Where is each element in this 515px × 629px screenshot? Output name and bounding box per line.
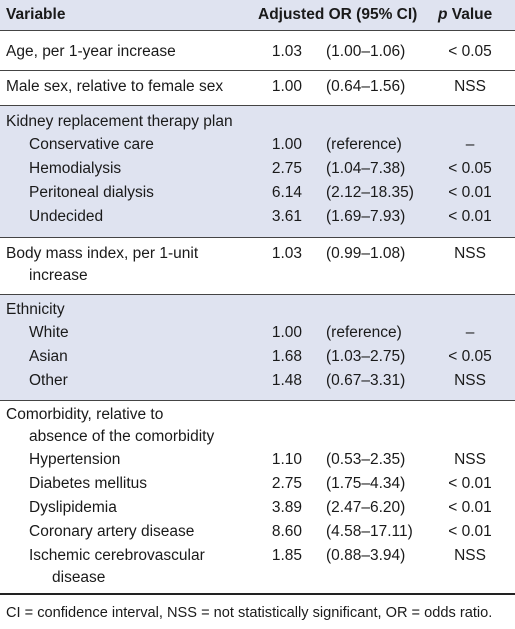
group-label-continued: absence of the comorbidity bbox=[29, 428, 215, 445]
header-p-value: p Value bbox=[438, 6, 493, 23]
row-or: 3.61 bbox=[271, 208, 302, 225]
row-p: NSS bbox=[454, 451, 486, 468]
row-p: – bbox=[465, 136, 475, 153]
row-or: 1.00 bbox=[271, 78, 302, 95]
row-p: < 0.01 bbox=[448, 523, 492, 540]
row-or: 8.60 bbox=[271, 523, 302, 540]
row-ci: (2.12–18.35) bbox=[326, 184, 414, 201]
row-label: White bbox=[29, 324, 69, 341]
header-or: Adjusted OR (95% CI) bbox=[258, 6, 418, 23]
row-p: NSS bbox=[454, 547, 486, 564]
row-or: 2.75 bbox=[271, 475, 302, 492]
header-divider bbox=[0, 30, 515, 31]
header-band bbox=[0, 0, 515, 30]
table-bottom-rule bbox=[0, 593, 515, 595]
row-ci: (1.00–1.06) bbox=[326, 43, 406, 60]
row-or: 1.85 bbox=[271, 547, 302, 564]
row-divider bbox=[0, 294, 515, 295]
row-ci: (0.64–1.56) bbox=[326, 78, 406, 95]
row-ci: (2.47–6.20) bbox=[326, 499, 406, 516]
row-p: < 0.05 bbox=[448, 348, 492, 365]
row-label: Body mass index, per 1-unit bbox=[6, 245, 199, 262]
row-p: < 0.05 bbox=[448, 43, 492, 60]
row-p: – bbox=[465, 324, 475, 341]
row-ci: (4.58–17.11) bbox=[326, 523, 413, 540]
row-or: 3.89 bbox=[271, 499, 302, 516]
row-ci: (1.03–2.75) bbox=[326, 348, 406, 365]
row-or: 6.14 bbox=[271, 184, 302, 201]
group-label: Ethnicity bbox=[6, 301, 65, 318]
row-label: Hemodialysis bbox=[29, 160, 122, 177]
row-ci: (reference) bbox=[326, 324, 402, 341]
row-or: 1.68 bbox=[271, 348, 302, 365]
row-divider bbox=[0, 105, 515, 106]
row-p: < 0.01 bbox=[448, 499, 492, 516]
row-or: 1.00 bbox=[271, 136, 302, 153]
row-label: Undecided bbox=[29, 208, 104, 225]
group-band bbox=[0, 106, 515, 237]
row-divider bbox=[0, 237, 515, 238]
row-label-continued: disease bbox=[52, 569, 106, 586]
row-p: < 0.01 bbox=[448, 184, 492, 201]
row-or: 1.48 bbox=[271, 372, 302, 389]
row-label: Diabetes mellitus bbox=[29, 475, 148, 492]
row-ci: (1.69–7.93) bbox=[326, 208, 406, 225]
row-p: < 0.05 bbox=[448, 160, 492, 177]
row-p: NSS bbox=[454, 372, 486, 389]
row-label: Peritoneal dialysis bbox=[29, 184, 154, 201]
row-label: Age, per 1-year increase bbox=[6, 43, 176, 60]
row-divider bbox=[0, 70, 515, 71]
row-or: 1.00 bbox=[271, 324, 302, 341]
group-label: Kidney replacement therapy plan bbox=[6, 113, 233, 130]
header-variable: Variable bbox=[6, 6, 66, 23]
row-ci: (0.67–3.31) bbox=[326, 372, 406, 389]
row-p: NSS bbox=[454, 78, 486, 95]
row-label: Conservative care bbox=[29, 136, 154, 153]
row-ci: (1.75–4.34) bbox=[326, 475, 406, 492]
row-or: 1.03 bbox=[271, 245, 302, 262]
row-ci: (0.88–3.94) bbox=[326, 547, 406, 564]
row-ci: (reference) bbox=[326, 136, 402, 153]
row-label: Other bbox=[29, 372, 68, 389]
row-label: Hypertension bbox=[29, 451, 121, 468]
row-label: Ischemic cerebrovascular bbox=[29, 547, 205, 564]
group-band bbox=[0, 295, 515, 400]
row-p: < 0.01 bbox=[448, 208, 492, 225]
row-or: 1.10 bbox=[271, 451, 302, 468]
row-label-continued: increase bbox=[29, 267, 88, 284]
row-or: 1.03 bbox=[271, 43, 302, 60]
row-or: 2.75 bbox=[271, 160, 302, 177]
row-label: Coronary artery disease bbox=[29, 523, 195, 540]
group-label: Comorbidity, relative to bbox=[6, 406, 164, 423]
row-label: Asian bbox=[29, 348, 68, 365]
row-label: Male sex, relative to female sex bbox=[6, 78, 224, 95]
row-label: Dyslipidemia bbox=[29, 499, 117, 516]
row-p: < 0.01 bbox=[448, 475, 492, 492]
row-ci: (0.99–1.08) bbox=[326, 245, 406, 262]
row-divider bbox=[0, 400, 515, 401]
row-ci: (1.04–7.38) bbox=[326, 160, 406, 177]
row-p: NSS bbox=[454, 245, 486, 262]
row-ci: (0.53–2.35) bbox=[326, 451, 406, 468]
table-footnote: CI = confidence interval, NSS = not stat… bbox=[6, 605, 493, 621]
